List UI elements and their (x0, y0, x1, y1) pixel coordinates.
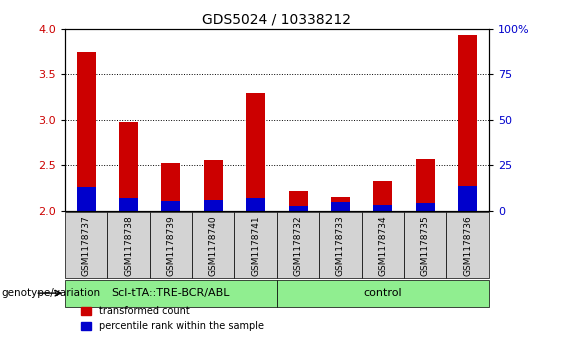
Bar (373, 180, 392, 211)
Bar (289, 191, 307, 211)
Bar (416, 203, 434, 211)
Bar (277, 280, 489, 307)
Text: genotype/variation: genotype/variation (1, 288, 100, 298)
Bar (77, 52, 95, 211)
Bar (458, 186, 477, 211)
Bar (107, 212, 150, 278)
Bar (319, 212, 362, 278)
Bar (373, 205, 392, 211)
Text: GSM1178736: GSM1178736 (463, 216, 472, 276)
Bar (289, 206, 307, 211)
Text: GSM1178741: GSM1178741 (251, 216, 260, 276)
Bar (416, 159, 434, 211)
Bar (119, 198, 138, 211)
Title: GDS5024 / 10338212: GDS5024 / 10338212 (202, 12, 351, 26)
Bar (162, 163, 180, 211)
Bar (119, 122, 138, 211)
Bar (204, 160, 223, 211)
Bar (204, 200, 223, 211)
Bar (331, 197, 350, 211)
Bar (77, 187, 95, 211)
Bar (234, 212, 277, 278)
Text: GSM1178739: GSM1178739 (167, 216, 175, 276)
Bar (65, 280, 277, 307)
Text: GSM1178737: GSM1178737 (82, 216, 90, 276)
Text: GSM1178735: GSM1178735 (421, 216, 429, 276)
Text: GSM1178734: GSM1178734 (379, 216, 387, 276)
Bar (246, 198, 265, 211)
Bar (192, 212, 234, 278)
Legend: transformed count, percentile rank within the sample: transformed count, percentile rank withi… (81, 306, 264, 331)
Text: GSM1178740: GSM1178740 (209, 216, 218, 276)
Bar (446, 212, 489, 278)
Bar (277, 212, 319, 278)
Bar (458, 36, 477, 211)
Bar (65, 212, 107, 278)
Text: Scl-tTA::TRE-BCR/ABL: Scl-tTA::TRE-BCR/ABL (112, 288, 230, 298)
Bar (362, 212, 404, 278)
Bar (150, 212, 192, 278)
Bar (331, 203, 350, 211)
Bar (162, 200, 180, 211)
Bar (246, 93, 265, 211)
Text: GSM1178733: GSM1178733 (336, 216, 345, 276)
Bar (404, 212, 446, 278)
Text: GSM1178738: GSM1178738 (124, 216, 133, 276)
Text: GSM1178732: GSM1178732 (294, 216, 302, 276)
Text: control: control (363, 288, 402, 298)
